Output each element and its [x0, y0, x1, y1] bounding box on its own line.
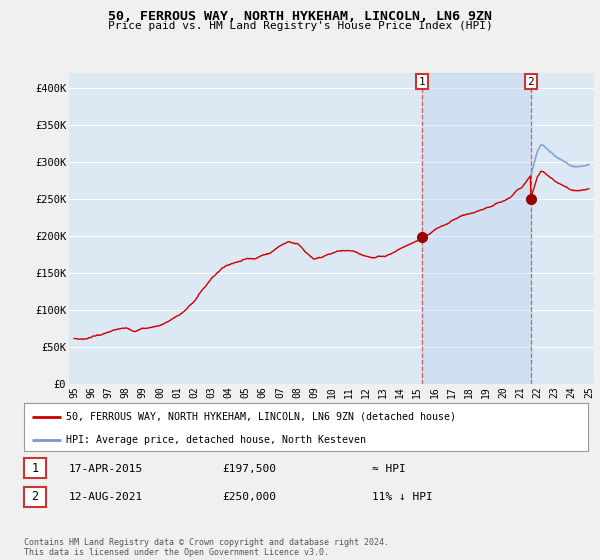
Text: 2: 2 [32, 490, 38, 503]
Text: HPI: Average price, detached house, North Kesteven: HPI: Average price, detached house, Nort… [66, 435, 366, 445]
Text: £197,500: £197,500 [222, 464, 276, 474]
Text: Price paid vs. HM Land Registry's House Price Index (HPI): Price paid vs. HM Land Registry's House … [107, 21, 493, 31]
Text: 50, FERROUS WAY, NORTH HYKEHAM, LINCOLN, LN6 9ZN (detached house): 50, FERROUS WAY, NORTH HYKEHAM, LINCOLN,… [66, 412, 457, 422]
Text: 11% ↓ HPI: 11% ↓ HPI [372, 492, 433, 502]
Text: Contains HM Land Registry data © Crown copyright and database right 2024.
This d: Contains HM Land Registry data © Crown c… [24, 538, 389, 557]
Text: 17-APR-2015: 17-APR-2015 [69, 464, 143, 474]
Text: 1: 1 [419, 77, 425, 87]
Text: 50, FERROUS WAY, NORTH HYKEHAM, LINCOLN, LN6 9ZN: 50, FERROUS WAY, NORTH HYKEHAM, LINCOLN,… [108, 10, 492, 23]
Text: 1: 1 [32, 461, 38, 475]
Bar [422, 73, 531, 384]
Text: £250,000: £250,000 [222, 492, 276, 502]
Text: 12-AUG-2021: 12-AUG-2021 [69, 492, 143, 502]
Text: ≈ HPI: ≈ HPI [372, 464, 406, 474]
Text: 2: 2 [527, 77, 534, 87]
